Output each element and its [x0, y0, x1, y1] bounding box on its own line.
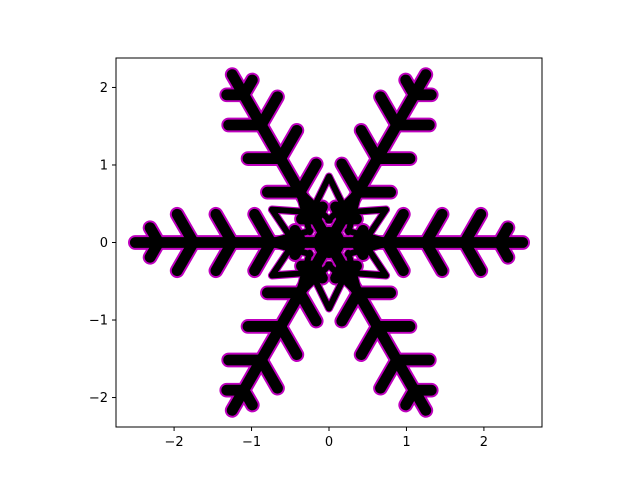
y-tick-label: −1 — [89, 314, 108, 329]
y-tick-label: 2 — [100, 81, 108, 96]
x-tick-label: −1 — [242, 435, 261, 450]
inner-spike — [295, 185, 333, 236]
snowflake-figure — [128, 67, 530, 418]
inner-spike — [325, 249, 363, 300]
stroke-layer — [129, 69, 529, 416]
x-tick-label: 1 — [402, 435, 410, 450]
branch-segment — [355, 124, 383, 165]
branch-segment — [336, 287, 364, 327]
branch-segment — [400, 384, 420, 411]
branch-segment — [375, 354, 403, 394]
branch-segment — [420, 208, 448, 248]
inner-spike — [295, 249, 333, 300]
inner-spike — [325, 185, 363, 236]
branch-segment — [375, 91, 403, 131]
y-tick-label: 1 — [100, 158, 108, 173]
x-tick-label: 2 — [480, 435, 488, 450]
branch-segment — [144, 222, 165, 248]
branch-segment — [493, 237, 514, 263]
branch-segment — [171, 237, 199, 277]
branch-segment — [459, 208, 487, 248]
inner-spike — [344, 227, 394, 258]
y-tick-label: −2 — [89, 391, 108, 406]
branch-segment — [275, 124, 303, 165]
x-tick-label: −2 — [165, 435, 184, 450]
branch-segment — [420, 237, 448, 277]
inner-spike — [264, 227, 314, 258]
branch-segment — [336, 158, 364, 198]
branch-segment — [294, 287, 322, 327]
inner-hexagram — [269, 173, 389, 312]
branch-segment — [249, 208, 277, 248]
branch-segment — [355, 320, 383, 361]
branch-segment — [275, 320, 303, 361]
branch-segment — [381, 237, 409, 277]
branch-segment — [238, 74, 258, 101]
x-tick-label: 0 — [325, 435, 333, 450]
y-tick-label: 0 — [100, 236, 108, 251]
branch-segment — [210, 208, 238, 248]
axes: −2 −1 0 1 2 −2 −1 0 1 2 — [89, 81, 488, 450]
branch-segment — [294, 158, 322, 198]
center-dot — [313, 227, 345, 258]
branch-segment — [381, 208, 409, 248]
branch-segment — [255, 354, 283, 394]
branch-segment — [210, 237, 238, 277]
branch-segment — [171, 208, 199, 248]
branch-segment — [249, 237, 277, 277]
branch-segment — [255, 91, 283, 131]
branch-segment — [459, 237, 487, 277]
